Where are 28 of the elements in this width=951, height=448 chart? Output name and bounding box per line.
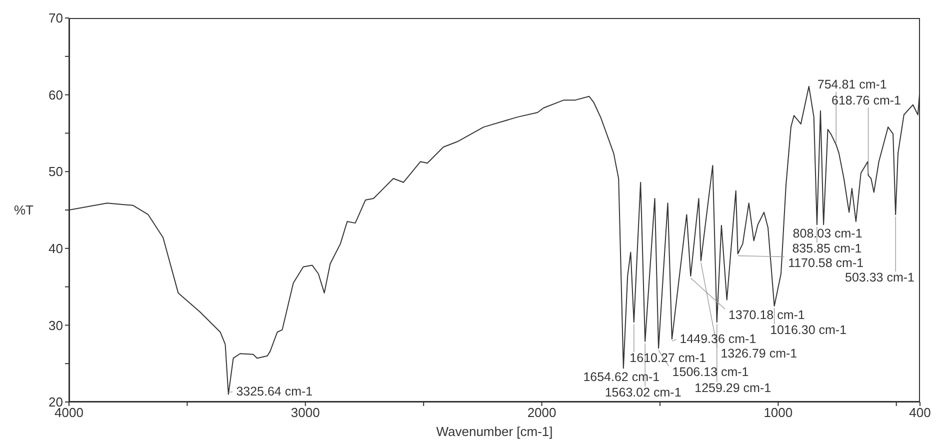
x-tick-label: 400 xyxy=(909,405,931,420)
annotation: 1654.62 cm-1 xyxy=(583,370,660,384)
y-tick-label: 70 xyxy=(48,10,63,26)
annotation: 503.33 cm-1 xyxy=(845,270,915,285)
annotation: 1449.36 cm-1 xyxy=(680,332,756,346)
annotation: 808.03 cm-1 xyxy=(792,226,862,241)
x-axis-title: Wavenumber [cm-1] xyxy=(436,424,553,439)
x-tick-label: 3000 xyxy=(290,405,320,420)
y-axis-title: %T xyxy=(14,202,34,218)
y-tick-label: 60 xyxy=(48,87,63,102)
annotation: 835.85 cm-1 xyxy=(792,242,862,256)
x-tick-label: 1000 xyxy=(764,405,793,420)
annotation: 754.81 cm-1 xyxy=(817,78,887,92)
annotation: 1326.79 cm-1 xyxy=(720,346,798,361)
annotation: 1506.13 cm-1 xyxy=(672,365,749,380)
annotation: 1370.18 cm-1 xyxy=(728,308,805,322)
annotation: 1016.30 cm-1 xyxy=(770,323,847,337)
annotation: 1259.29 cm-1 xyxy=(694,381,772,396)
x-tick-label: 2000 xyxy=(527,405,556,420)
annotation: 618.76 cm-1 xyxy=(832,93,902,108)
y-tick-label: 40 xyxy=(48,241,63,256)
x-tick-label: 4000 xyxy=(54,405,84,420)
annotation: 3325.64 cm-1 xyxy=(236,384,313,398)
y-tick-label: 50 xyxy=(48,164,63,180)
annotation: 1563.02 cm-1 xyxy=(604,385,682,400)
annotation: 1170.58 cm-1 xyxy=(788,256,864,270)
y-tick-label: 30 xyxy=(48,318,63,333)
annotation: 1610.27 cm-1 xyxy=(630,351,706,366)
